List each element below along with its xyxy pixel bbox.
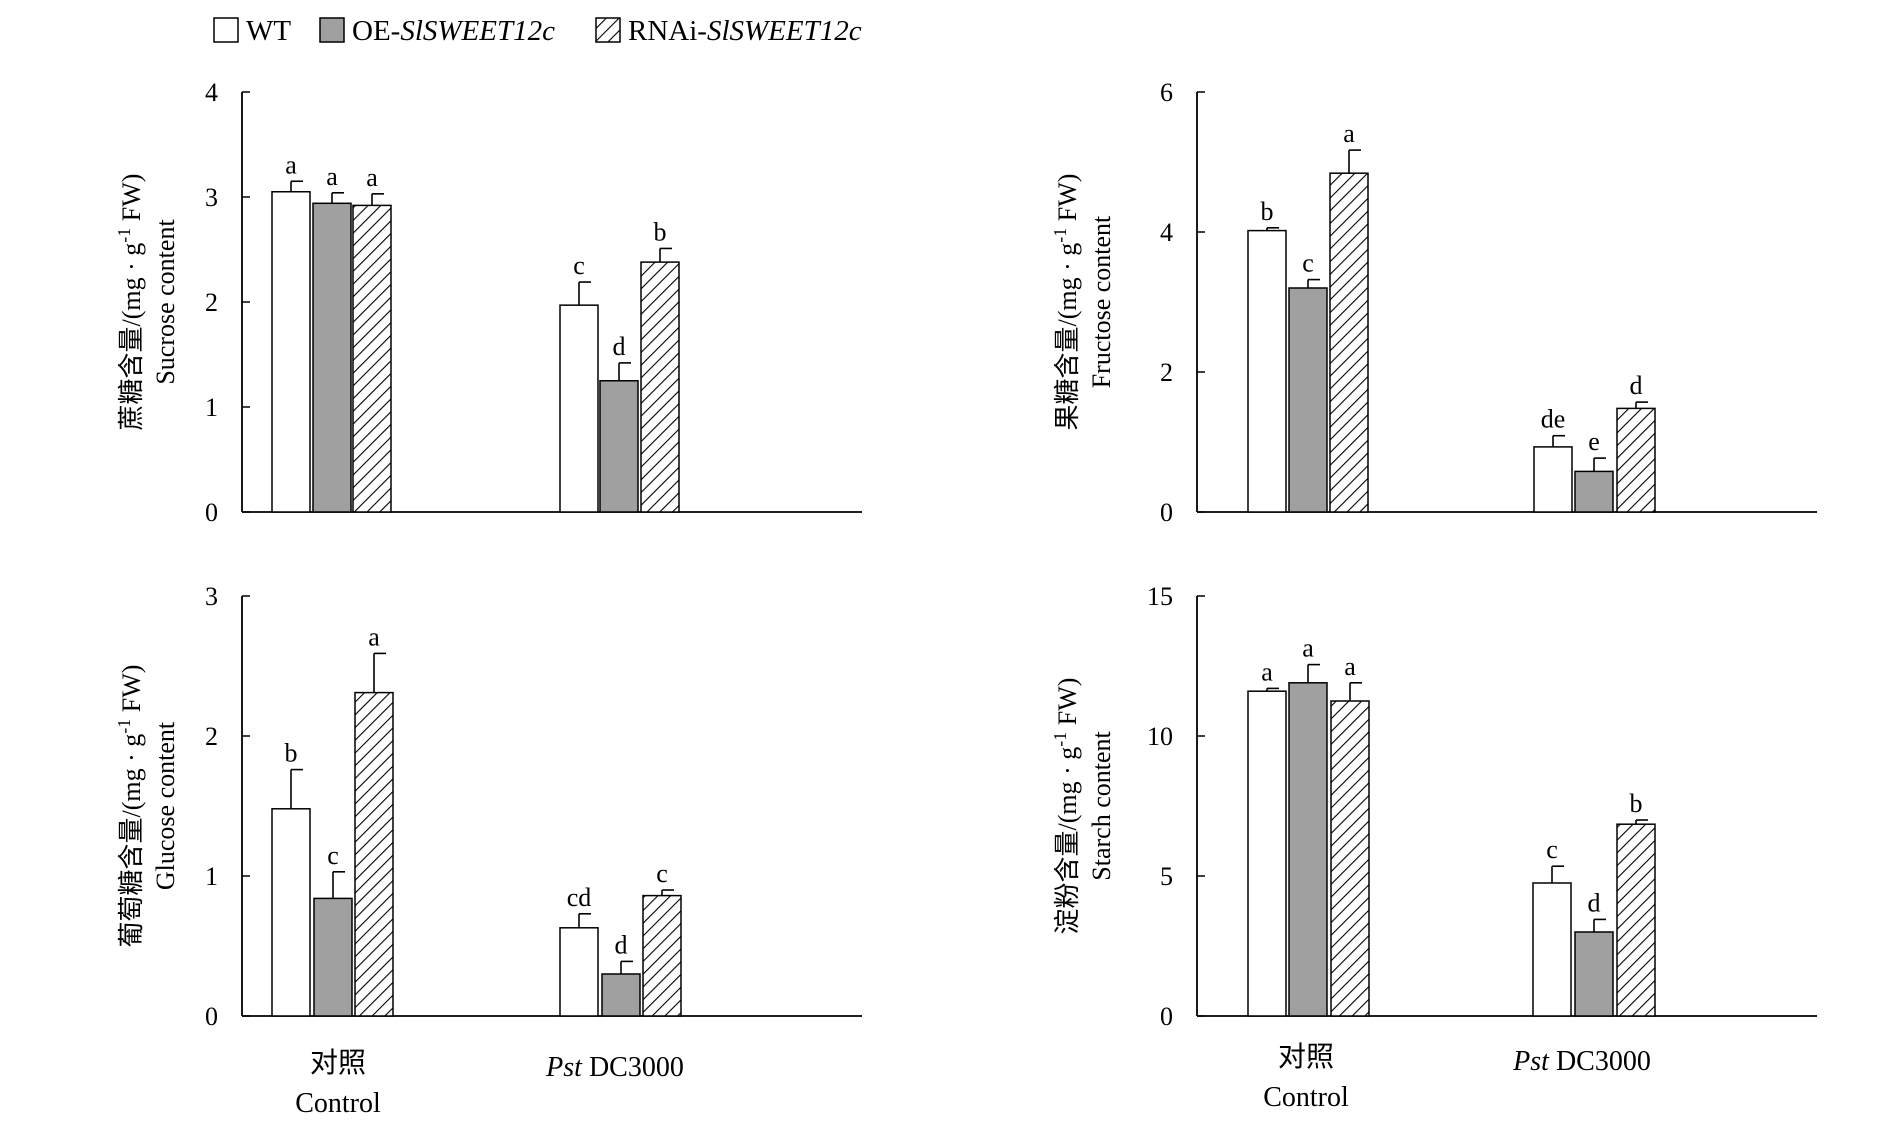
category-label-control-en: Control [1263, 1082, 1349, 1113]
legend-swatch-wt [213, 17, 239, 43]
bar-wt-control [1247, 229, 1287, 513]
bar-rnai-pst [1616, 407, 1656, 513]
y-axis-label-cn: 淀粉含量/(mg · g-1 FW) [1050, 678, 1082, 935]
significance-letter: d [613, 332, 626, 361]
y-axis-label-en: Sucrose content [151, 219, 180, 385]
bar-rnai-control [352, 204, 392, 513]
significance-letter: d [615, 930, 628, 959]
significance-letter: a [366, 163, 378, 192]
bar-rnai-pst [642, 894, 682, 1017]
y-axis-label-cn: 果糖含量/(mg · g-1 FW) [1050, 174, 1082, 431]
significance-letter: b [1630, 789, 1643, 818]
panel-fructose: 0 2 4 6 b de c e a d 果糖含量/(mg · g-1 FW)Fructose co… [1050, 78, 1817, 527]
bar-oe-pst [1574, 470, 1614, 513]
y-tick-label: 5 [1160, 862, 1173, 891]
y-axis-label-en: Fructose content [1087, 215, 1116, 388]
bar-wt-control [1247, 690, 1287, 1017]
y-tick-label: 4 [1160, 218, 1173, 247]
legend-entry-rnai: RNAi-SlSWEET12c [595, 15, 862, 47]
significance-letter: b [285, 739, 298, 768]
legend-label-rnai: RNAi-SlSWEET12c [628, 15, 862, 47]
significance-letter: d [1630, 371, 1643, 400]
significance-letter: a [326, 162, 338, 191]
category-label-pst: Pst DC3000 [545, 1052, 684, 1083]
bar-rnai-control [354, 691, 394, 1017]
y-tick-label: 0 [1160, 498, 1173, 527]
bar-oe-pst [599, 380, 639, 513]
category-labels-left: 对照 Control Pst DC3000 [295, 1047, 684, 1119]
panels: 0 1 2 3 4 a c a d a b 蔗糖含量/(mg · g-1 FW)Sucrose con… [114, 78, 1817, 1031]
significance-letter: a [1343, 119, 1355, 148]
legend-label-wt: WT [246, 15, 291, 47]
y-tick-label: 0 [205, 1002, 218, 1031]
legend-swatch-rnai [595, 17, 621, 43]
bar-rnai-control [1329, 172, 1369, 513]
significance-letter: de [1541, 405, 1566, 434]
legend-label-oe: OE-SlSWEET12c [352, 15, 555, 47]
significance-letter: b [654, 217, 667, 246]
category-label-pst: Pst DC3000 [1512, 1046, 1651, 1077]
y-tick-label: 1 [205, 862, 218, 891]
panel-sucrose: 0 1 2 3 4 a c a d a b 蔗糖含量/(mg · g-1 FW)Sucrose con… [114, 78, 862, 527]
bar-oe-control [1288, 682, 1328, 1017]
y-tick-label: 0 [205, 498, 218, 527]
y-tick-label: 2 [1160, 358, 1173, 387]
bar-oe-control [313, 897, 353, 1017]
significance-letter: cd [567, 883, 592, 912]
significance-letter: c [1302, 249, 1314, 278]
bar-wt-pst [1533, 446, 1573, 513]
category-label-control-cn: 对照 [1278, 1041, 1334, 1073]
bar-wt-control [271, 191, 311, 513]
bar-oe-control [312, 202, 352, 513]
bar-oe-pst [1574, 931, 1614, 1017]
category-label-control-cn: 对照 [310, 1047, 366, 1079]
panel-starch: 0 5 10 15 a c a d a b 淀粉含量/(mg · g-1 FW)Starch con… [1050, 582, 1817, 1031]
y-tick-label: 3 [205, 183, 218, 212]
bar-oe-pst [601, 973, 641, 1017]
legend-entry-oe: OE-SlSWEET12c [319, 15, 555, 47]
y-tick-label: 15 [1147, 582, 1173, 611]
bar-rnai-control [1330, 700, 1370, 1017]
y-axis-label-en: Starch content [1087, 731, 1116, 881]
y-tick-label: 4 [205, 78, 218, 107]
y-tick-label: 1 [205, 393, 218, 422]
significance-letter: a [1344, 652, 1356, 681]
bar-rnai-pst [1616, 823, 1656, 1017]
legend-swatch-oe [319, 17, 345, 43]
significance-letter: b [1261, 197, 1274, 226]
category-label-control-en: Control [295, 1088, 381, 1119]
y-tick-label: 10 [1147, 722, 1173, 751]
y-axis-label-cn: 葡萄糖含量/(mg · g-1 FW) [114, 665, 146, 948]
significance-letter: d [1588, 888, 1601, 917]
y-tick-label: 2 [205, 722, 218, 751]
y-tick-label: 0 [1160, 1002, 1173, 1031]
y-axis-label-cn: 蔗糖含量/(mg · g-1 FW) [114, 174, 146, 431]
bar-oe-control [1288, 287, 1328, 513]
y-tick-label: 2 [205, 288, 218, 317]
significance-letter: c [656, 859, 668, 888]
y-tick-label: 3 [205, 582, 218, 611]
significance-letter: a [1302, 634, 1314, 663]
significance-letter: c [1546, 835, 1558, 864]
significance-letter: a [368, 622, 380, 651]
significance-letter: a [285, 150, 297, 179]
bar-wt-pst [559, 927, 599, 1017]
category-labels-right: 对照 Control Pst DC3000 [1263, 1041, 1651, 1113]
legend: WT OE-SlSWEET12c RNAi-SlSWEET12c [213, 15, 862, 47]
significance-letter: a [1261, 657, 1273, 686]
y-tick-label: 6 [1160, 78, 1173, 107]
significance-letter: c [573, 251, 585, 280]
bar-rnai-pst [640, 261, 680, 513]
bar-wt-pst [559, 304, 599, 513]
bar-wt-pst [1532, 882, 1572, 1017]
bar-wt-control [271, 808, 311, 1017]
significance-letter: c [327, 841, 339, 870]
y-axis-label-en: Glucose content [151, 721, 180, 890]
legend-entry-wt: WT [213, 15, 291, 47]
significance-letter: e [1588, 427, 1600, 456]
